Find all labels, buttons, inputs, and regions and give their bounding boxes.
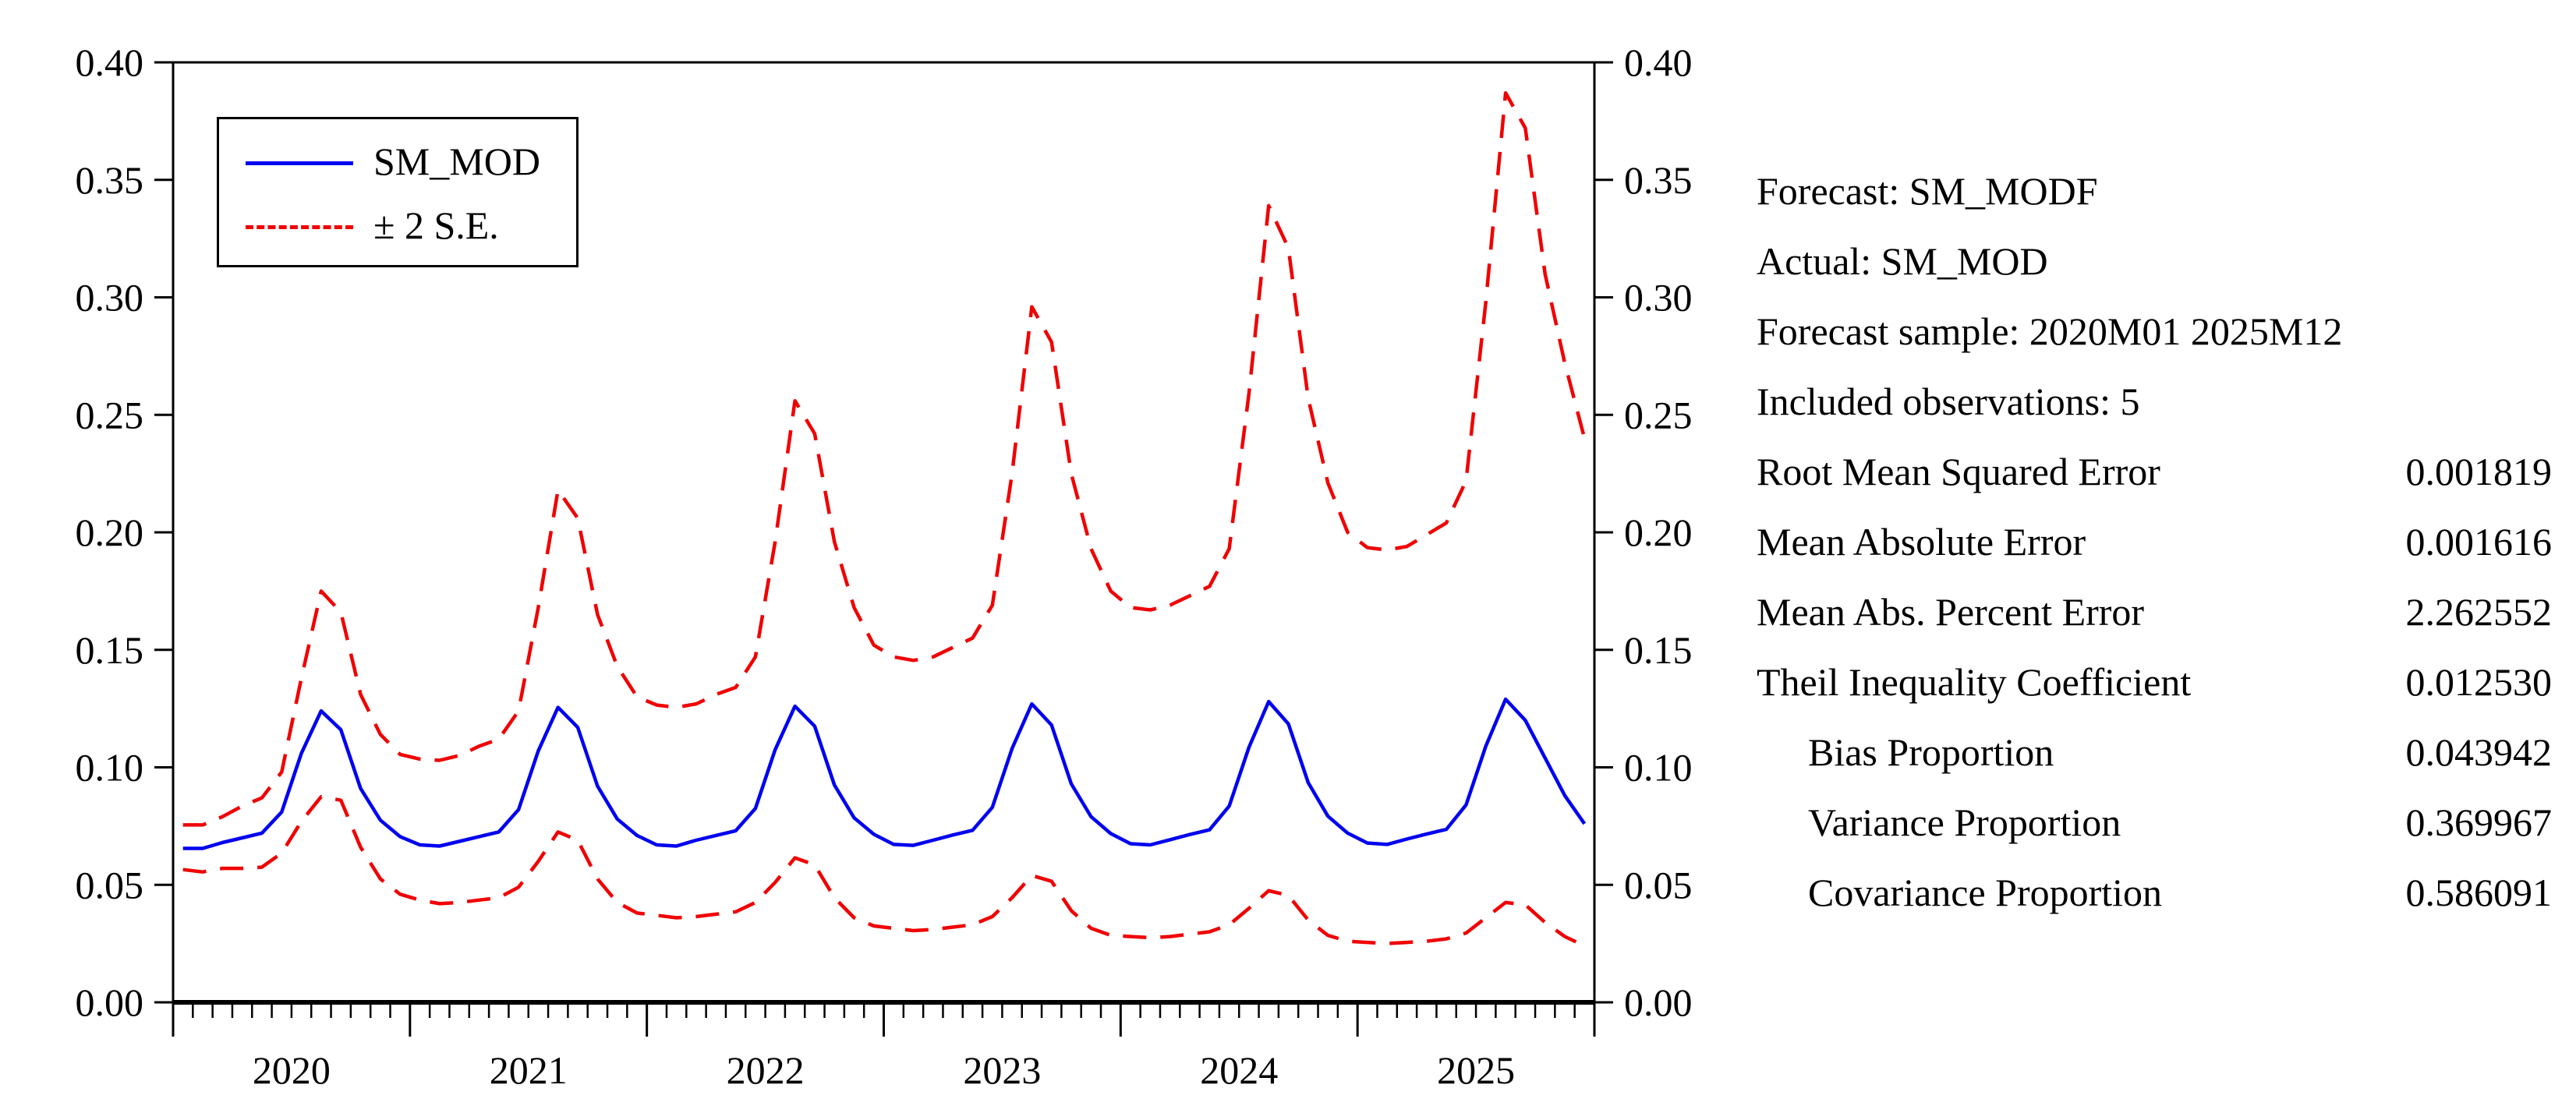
stat-label: Mean Abs. Percent Error: [1757, 590, 2145, 634]
svg-text:0.25: 0.25: [1624, 393, 1693, 436]
chart-legend: SM_MOD ± 2 S.E.: [217, 117, 579, 267]
svg-text:2022: 2022: [727, 1048, 805, 1092]
x-axis-ticks: [172, 1002, 1596, 1037]
stat-label: Forecast sample: 2020M01 2025M12: [1757, 309, 2343, 353]
stat-label: Covariance Proportion: [1808, 871, 2163, 914]
svg-text:0.30: 0.30: [76, 276, 144, 320]
stat-row-observations: Included observations: 5: [1757, 366, 2552, 436]
stat-label: Variance Proportion: [1808, 800, 2121, 844]
svg-text:0.20: 0.20: [1624, 511, 1693, 554]
forecast-stats-panel: Forecast: SM_MODF Actual: SM_MOD Forecas…: [1757, 156, 2552, 928]
stat-row-rmse: Root Mean Squared Error 0.001819: [1757, 436, 2552, 507]
series-sm-mod: [182, 697, 1587, 850]
svg-text:0.20: 0.20: [76, 511, 144, 554]
y-axis-right: 0.00 0.05 0.10 0.15 0.20 0.25 0.30 0.35 0.40: [1594, 41, 1693, 1024]
stat-value: 0.586091: [2405, 871, 2553, 914]
svg-text:2025: 2025: [1437, 1048, 1515, 1092]
stat-label: Root Mean Squared Error: [1757, 450, 2160, 493]
svg-text:0.15: 0.15: [76, 628, 144, 672]
svg-text:2021: 2021: [490, 1048, 568, 1092]
legend-label-2se: ± 2 S.E.: [373, 203, 499, 247]
svg-text:0.30: 0.30: [1624, 276, 1693, 320]
stat-label: Theil Inequality Coefficient: [1757, 660, 2192, 704]
svg-text:2023: 2023: [963, 1048, 1041, 1092]
svg-text:2020: 2020: [253, 1048, 331, 1092]
stat-row-theil: Theil Inequality Coefficient 0.012530: [1757, 647, 2552, 717]
svg-text:0.10: 0.10: [76, 746, 144, 790]
stat-row-covariance-proportion: Covariance Proportion 0.586091: [1757, 857, 2552, 928]
svg-text:0.40: 0.40: [1624, 41, 1693, 84]
series--2-s-e-: [182, 90, 1587, 827]
stat-row-forecast: Forecast: SM_MODF: [1757, 156, 2552, 226]
svg-text:0.40: 0.40: [76, 41, 144, 84]
stat-value: 0.043942: [2405, 730, 2553, 774]
svg-text:0.05: 0.05: [76, 863, 144, 906]
series--2-s-e-: [182, 794, 1586, 948]
stat-label: Forecast: SM_MODF: [1757, 169, 2098, 213]
x-axis-year-labels: 2020 2021 2022 2023 2024 2025: [253, 1048, 1515, 1092]
stat-label: Included observations: 5: [1757, 380, 2140, 423]
svg-text:0.10: 0.10: [1624, 746, 1693, 790]
stat-row-actual: Actual: SM_MOD: [1757, 226, 2552, 296]
svg-text:0.15: 0.15: [1624, 628, 1693, 672]
stat-value: 0.369967: [2405, 800, 2553, 844]
svg-text:0.00: 0.00: [1624, 980, 1693, 1024]
svg-text:0.00: 0.00: [76, 980, 144, 1024]
legend-solid-line-sample: [246, 161, 353, 165]
stat-row-bias-proportion: Bias Proportion 0.043942: [1757, 717, 2552, 787]
stat-row-mae: Mean Absolute Error 0.001616: [1757, 507, 2552, 577]
svg-text:0.35: 0.35: [1624, 158, 1693, 202]
stat-label: Mean Absolute Error: [1757, 520, 2086, 564]
stat-row-variance-proportion: Variance Proportion 0.369967: [1757, 787, 2552, 857]
legend-dashed-line-sample: [246, 225, 353, 229]
stat-value: 2.262552: [2405, 590, 2553, 634]
svg-text:0.05: 0.05: [1624, 863, 1693, 906]
stat-value: 0.001819: [2405, 450, 2553, 493]
stat-row-sample: Forecast sample: 2020M01 2025M12: [1757, 296, 2552, 366]
stat-row-mape: Mean Abs. Percent Error 2.262552: [1757, 577, 2552, 647]
stat-value: 0.001616: [2405, 520, 2553, 564]
svg-text:0.25: 0.25: [76, 393, 144, 436]
svg-text:0.35: 0.35: [76, 158, 144, 202]
y-axis-left: 0.00 0.05 0.10 0.15 0.20 0.25 0.30 0.35 0.40: [76, 41, 173, 1024]
stat-label: Actual: SM_MOD: [1757, 239, 2048, 283]
legend-label-sm-mod: SM_MOD: [373, 140, 540, 183]
stat-label: Bias Proportion: [1808, 730, 2054, 774]
stat-value: 0.012530: [2405, 660, 2553, 704]
svg-text:2024: 2024: [1200, 1048, 1278, 1092]
